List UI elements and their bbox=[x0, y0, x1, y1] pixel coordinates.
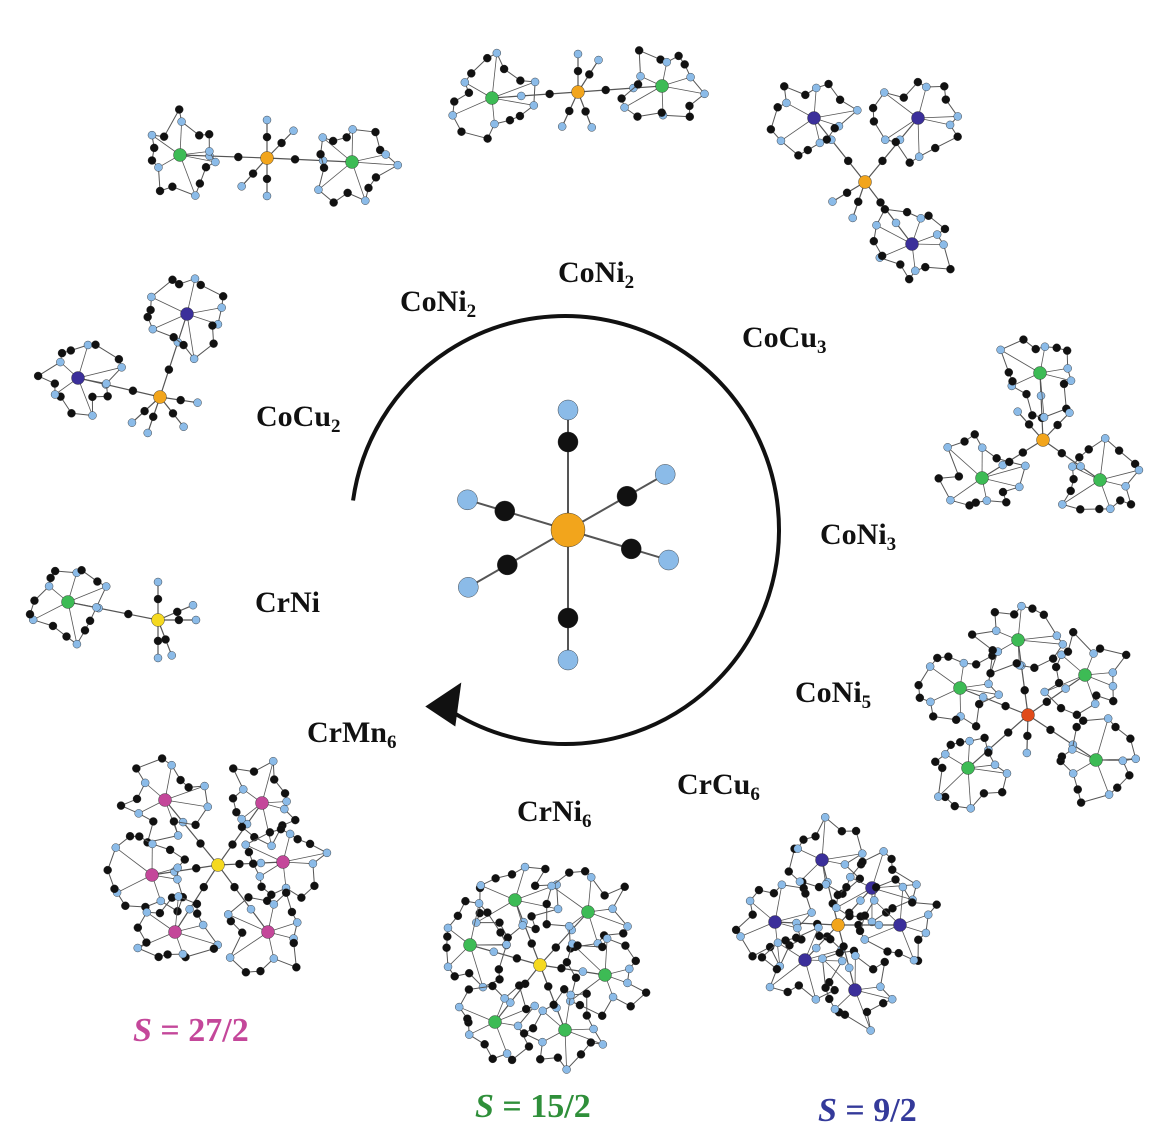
spin-value-crni6: S = 15/2 bbox=[475, 1088, 591, 1125]
metal-atom bbox=[815, 853, 829, 867]
carbon-atom bbox=[497, 554, 518, 576]
nitrogen-atom bbox=[557, 649, 579, 671]
structure-cocu3 bbox=[766, 77, 962, 284]
label-crni: CrNi bbox=[255, 586, 320, 619]
core-metal-atom bbox=[571, 85, 585, 99]
nitrogen-atom bbox=[458, 577, 479, 598]
core-metal-atom bbox=[1036, 433, 1050, 447]
carbon-atom bbox=[557, 431, 579, 453]
label-coni2-left: CoNi2 bbox=[400, 285, 477, 322]
structure-coni5 bbox=[914, 601, 1140, 813]
cycle-arrow bbox=[351, 314, 781, 746]
metal-atom bbox=[798, 953, 812, 967]
core-metal-atom bbox=[533, 958, 547, 972]
metal-atom bbox=[1078, 668, 1092, 682]
metal-atom bbox=[255, 796, 269, 810]
carbon-atom bbox=[621, 538, 642, 560]
spin-value-crmn6: S = 27/2 bbox=[133, 1012, 249, 1049]
label-crcu6: CrCu6 bbox=[677, 768, 760, 805]
metal-atom bbox=[508, 893, 522, 907]
nitrogen-atom bbox=[658, 549, 679, 571]
carbon-atom bbox=[494, 500, 515, 522]
central-hexacyanide-fragment bbox=[457, 399, 679, 671]
metal-atom bbox=[893, 918, 907, 932]
metal-atom bbox=[848, 983, 862, 997]
structure-crcu6 bbox=[731, 813, 941, 1035]
nitrogen-atom bbox=[654, 464, 676, 485]
structure-crni bbox=[25, 566, 201, 663]
cobalt-atom bbox=[550, 512, 586, 548]
spin-value-crcu6: S = 9/2 bbox=[818, 1092, 917, 1129]
metal-atom bbox=[463, 938, 477, 952]
label-cocu3: CoCu3 bbox=[742, 321, 827, 358]
label-coni5: CoNi5 bbox=[795, 676, 872, 713]
metal-atom bbox=[1033, 366, 1047, 380]
metal-atom bbox=[655, 79, 669, 93]
metal-atom bbox=[173, 148, 187, 162]
core-metal-atom bbox=[260, 151, 274, 165]
metal-atom bbox=[1011, 633, 1025, 647]
metal-atom bbox=[180, 307, 194, 321]
metal-atom bbox=[488, 1015, 502, 1029]
metal-atom bbox=[261, 925, 275, 939]
label-crmn6: CrMn6 bbox=[307, 716, 397, 753]
core-metal-atom bbox=[831, 918, 845, 932]
metal-atom bbox=[345, 155, 359, 169]
label-crni6: CrNi6 bbox=[517, 795, 592, 832]
label-coni3: CoNi3 bbox=[820, 518, 897, 555]
core-metal-atom bbox=[211, 858, 225, 872]
metal-atom bbox=[1089, 753, 1103, 767]
metal-atom bbox=[975, 471, 989, 485]
metal-atom bbox=[905, 237, 919, 251]
metal-atom bbox=[558, 1023, 572, 1037]
metal-atom bbox=[807, 111, 821, 125]
metal-atom bbox=[158, 793, 172, 807]
metal-atom bbox=[911, 111, 925, 125]
core-metal-atom bbox=[858, 175, 872, 189]
metal-atom bbox=[768, 915, 782, 929]
label-coni2-top: CoNi2 bbox=[558, 256, 635, 293]
label-cocu2: CoCu2 bbox=[256, 400, 341, 437]
metal-atom bbox=[71, 371, 85, 385]
core-metal-atom bbox=[1021, 708, 1035, 722]
core-metal-atom bbox=[153, 390, 167, 404]
structure-coni2-linear bbox=[147, 105, 402, 207]
metal-atom bbox=[485, 91, 499, 105]
metal-atom bbox=[953, 681, 967, 695]
nitrogen-atom bbox=[557, 399, 579, 421]
metal-atom bbox=[168, 925, 182, 939]
structure-coni2-bent bbox=[448, 46, 709, 143]
arrow-head bbox=[425, 682, 462, 727]
metal-atom bbox=[581, 905, 595, 919]
carbon-atom bbox=[616, 486, 638, 507]
metal-atom bbox=[1093, 473, 1107, 487]
structure-cocu2 bbox=[33, 274, 228, 438]
metal-atom bbox=[61, 595, 75, 609]
metal-atom bbox=[276, 855, 290, 869]
carbon-atom bbox=[557, 607, 579, 629]
metal-atom bbox=[145, 868, 159, 882]
arrow-arc bbox=[351, 314, 781, 746]
structure-crni6 bbox=[442, 862, 651, 1074]
metal-atom bbox=[961, 761, 975, 775]
structure-coni3 bbox=[934, 335, 1144, 514]
core-metal-atom bbox=[151, 613, 165, 627]
structure-crmn6 bbox=[103, 754, 332, 977]
nitrogen-atom bbox=[457, 489, 478, 511]
metal-atom bbox=[598, 968, 612, 982]
